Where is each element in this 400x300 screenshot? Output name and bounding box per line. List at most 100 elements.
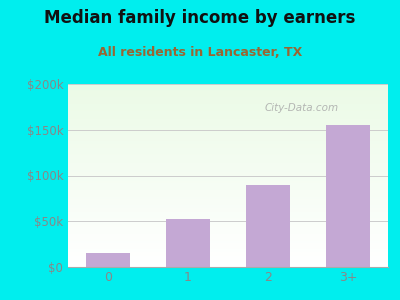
Bar: [68, 155, 388, 157]
Bar: [68, 117, 388, 119]
Bar: [68, 86, 388, 88]
Bar: [68, 104, 388, 106]
Bar: [68, 110, 388, 111]
Bar: [68, 183, 388, 184]
Bar: [68, 238, 388, 239]
Bar: [68, 176, 388, 177]
Bar: [68, 150, 388, 152]
Bar: [68, 260, 388, 262]
Bar: [68, 179, 388, 181]
Bar: [68, 208, 388, 210]
Bar: [68, 139, 388, 141]
Bar: [68, 100, 388, 102]
Bar: [86, 253, 130, 267]
Bar: [68, 262, 388, 263]
Bar: [68, 130, 388, 132]
Bar: [68, 97, 388, 99]
Bar: [68, 263, 388, 265]
Bar: [68, 196, 388, 197]
Bar: [68, 205, 388, 207]
Bar: [68, 128, 388, 130]
Bar: [68, 214, 388, 216]
Bar: [68, 137, 388, 139]
Bar: [68, 144, 388, 146]
Bar: [68, 174, 388, 176]
Bar: [68, 172, 388, 174]
Bar: [68, 157, 388, 159]
Text: All residents in Lancaster, TX: All residents in Lancaster, TX: [98, 46, 302, 59]
Bar: [68, 236, 388, 238]
Bar: [68, 154, 388, 155]
Bar: [68, 190, 388, 192]
Bar: [68, 221, 388, 223]
Bar: [68, 152, 388, 154]
Bar: [68, 234, 388, 236]
Bar: [68, 95, 388, 97]
Bar: [68, 212, 388, 214]
Bar: [68, 89, 388, 91]
Bar: [68, 166, 388, 168]
Bar: [68, 122, 388, 124]
Bar: [68, 199, 388, 201]
Bar: [68, 203, 388, 205]
Bar: [166, 219, 210, 267]
Bar: [68, 102, 388, 104]
Text: Median family income by earners: Median family income by earners: [44, 9, 356, 27]
Bar: [68, 119, 388, 121]
Bar: [68, 88, 388, 89]
Bar: [68, 99, 388, 100]
Bar: [68, 229, 388, 230]
Bar: [68, 184, 388, 187]
Bar: [68, 124, 388, 126]
Bar: [68, 230, 388, 232]
Bar: [68, 201, 388, 203]
Bar: [68, 146, 388, 148]
Bar: [68, 192, 388, 194]
Bar: [68, 168, 388, 170]
Bar: [68, 216, 388, 218]
Bar: [68, 187, 388, 188]
Bar: [68, 177, 388, 179]
Bar: [246, 184, 290, 267]
Bar: [68, 232, 388, 234]
Bar: [326, 125, 370, 267]
Bar: [68, 106, 388, 108]
Bar: [68, 111, 388, 113]
Bar: [68, 250, 388, 252]
Bar: [68, 141, 388, 142]
Bar: [68, 134, 388, 135]
Bar: [68, 163, 388, 164]
Bar: [68, 218, 388, 219]
Bar: [68, 135, 388, 137]
Bar: [68, 249, 388, 250]
Bar: [68, 252, 388, 254]
Bar: [68, 247, 388, 249]
Text: City-Data.com: City-Data.com: [264, 103, 339, 113]
Bar: [68, 197, 388, 199]
Bar: [68, 245, 388, 247]
Bar: [68, 256, 388, 258]
Bar: [68, 148, 388, 150]
Bar: [68, 254, 388, 256]
Bar: [68, 108, 388, 109]
Bar: [68, 223, 388, 225]
Bar: [68, 227, 388, 229]
Bar: [68, 207, 388, 208]
Bar: [68, 164, 388, 166]
Bar: [68, 121, 388, 122]
Bar: [68, 161, 388, 163]
Bar: [68, 159, 388, 161]
Bar: [68, 258, 388, 260]
Bar: [68, 91, 388, 93]
Bar: [68, 115, 388, 117]
Bar: [68, 219, 388, 221]
Bar: [68, 181, 388, 183]
Bar: [68, 93, 388, 95]
Bar: [68, 170, 388, 172]
Bar: [68, 243, 388, 245]
Bar: [68, 132, 388, 134]
Bar: [68, 113, 388, 115]
Bar: [68, 265, 388, 267]
Bar: [68, 142, 388, 144]
Bar: [68, 239, 388, 242]
